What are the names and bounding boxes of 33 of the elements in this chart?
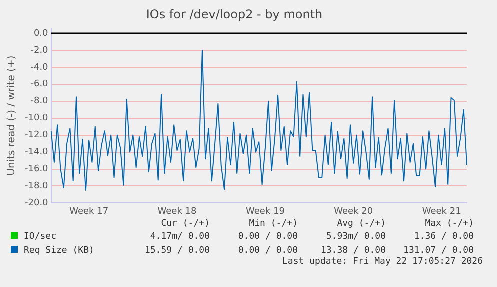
y-tick-label: -20.0 <box>24 198 49 209</box>
x-tick-label: Week 19 <box>246 206 286 217</box>
x-tick-label: Week 20 <box>334 206 374 217</box>
text: Min (-/+) <box>248 218 298 230</box>
text: Avg (-/+) <box>336 218 386 230</box>
y-tick-label: -4.0 <box>30 62 49 73</box>
y-tick-label: -6.0 <box>30 80 49 90</box>
x-tick-label: Week 18 <box>158 206 198 217</box>
legend-label: Req Size (KB) <box>24 246 94 256</box>
x-tick-label: Week 21 <box>422 206 462 217</box>
text: 15.59 / 0.00 <box>144 245 210 258</box>
y-tick-label: -2.0 <box>30 46 49 56</box>
y-tick-label: -12.0 <box>24 130 49 141</box>
text: 131.07 / 0.00 <box>402 245 474 257</box>
x-tick-label: Week 17 <box>70 206 109 217</box>
y-tick-label: -18.0 <box>24 182 49 192</box>
y-tick-label: -16.0 <box>24 164 49 175</box>
text: 13.38 / 0.00 <box>320 245 386 257</box>
text: 4.17m/ 0.00 <box>149 231 210 244</box>
text: 0.00 / 0.00 <box>237 231 298 244</box>
chart-title: IOs for /dev/loop2 - by month <box>146 7 323 22</box>
text: Cur (-/+) <box>160 218 210 230</box>
legend-label: IO/sec <box>24 232 57 242</box>
text: Max (-/+) <box>424 218 474 230</box>
text: Last update: Fri May 22 17:05:27 2026 <box>282 257 483 267</box>
y-tick-label: -8.0 <box>30 96 49 107</box>
text: 0.00 / 0.00 <box>237 245 298 258</box>
y-axis-title: Units read (-) / write (+) <box>6 56 18 176</box>
y-tick-label: -10.0 <box>24 114 49 124</box>
y-tick-label: -14.0 <box>24 148 49 158</box>
text: 1.36 / 0.00 <box>413 231 474 244</box>
y-tick-label: 0.0 <box>34 28 49 39</box>
text: 5.93m/ 0.00 <box>325 231 386 244</box>
